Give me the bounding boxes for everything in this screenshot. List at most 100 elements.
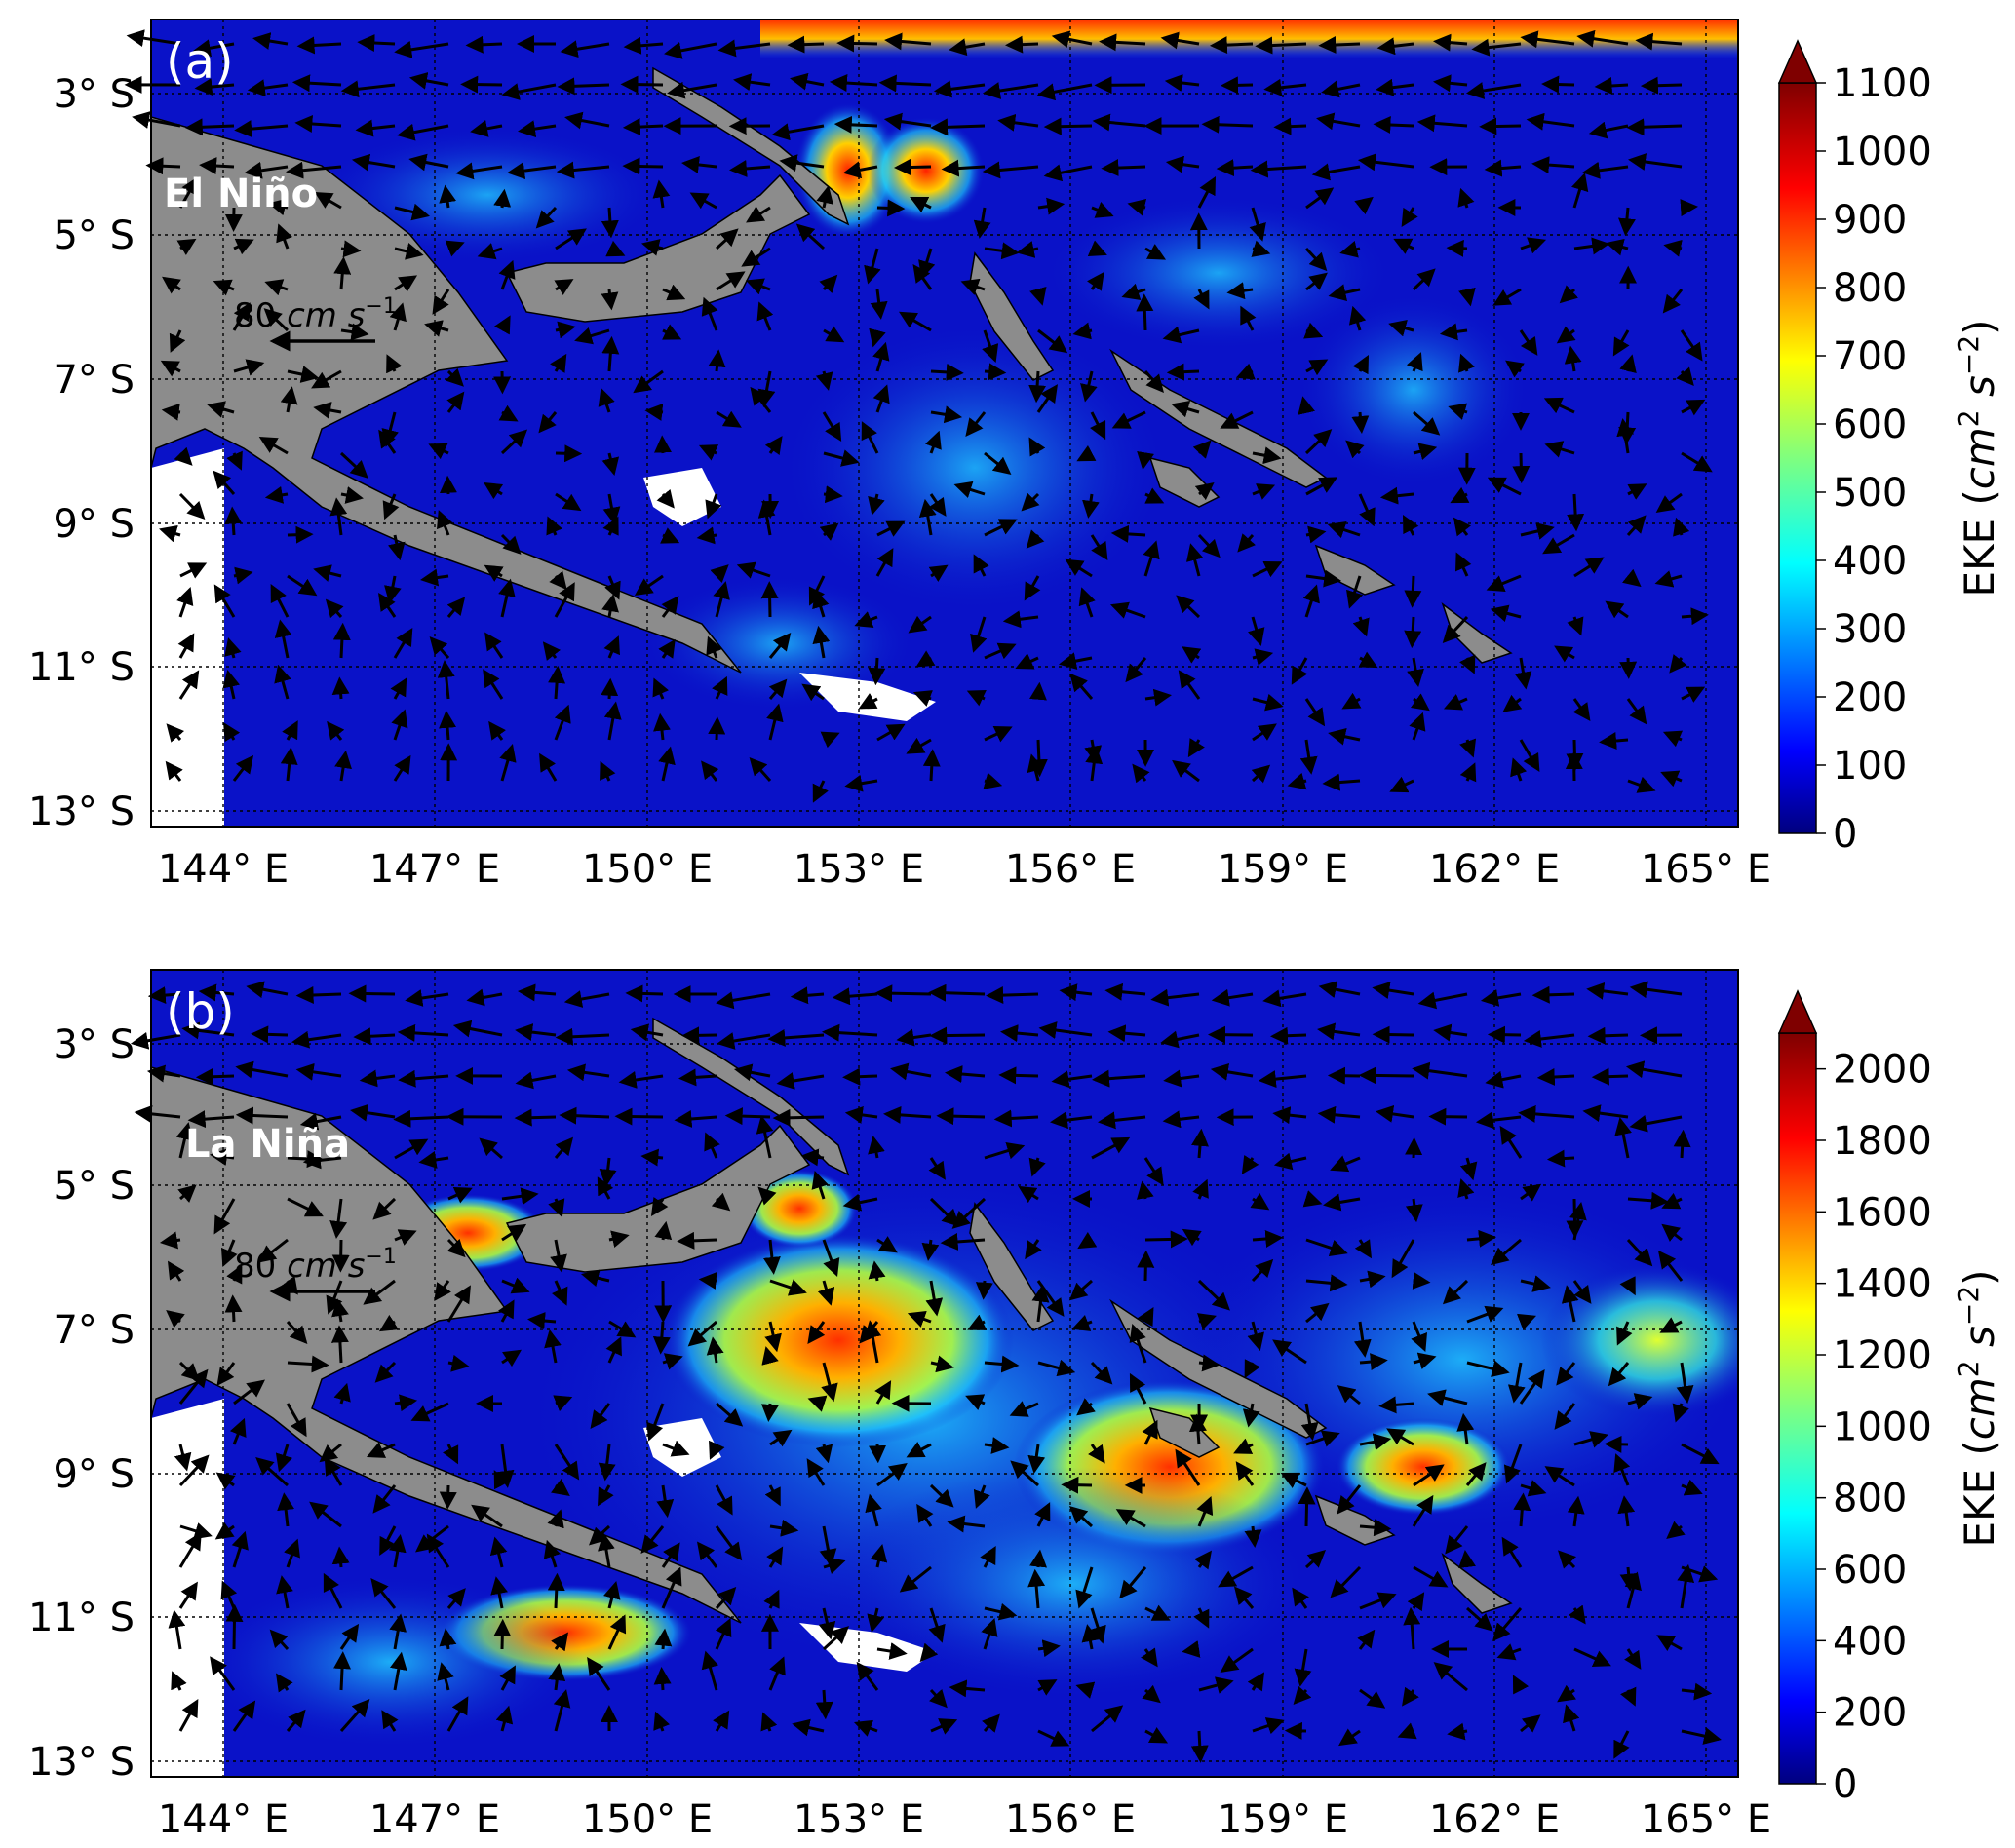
current-vector-arrow — [340, 679, 342, 699]
current-vector-arrow — [562, 1115, 609, 1117]
panel-a-figure: 80 cm s−1 (a) El Niño 3° S 5° S 7° S 9° … — [0, 0, 2015, 916]
svg-text:9° S: 9° S — [53, 1452, 135, 1497]
colorbar-tick-label: 1000 — [1833, 130, 1932, 174]
current-vector-arrow — [1595, 1076, 1628, 1077]
current-vector-arrow — [288, 534, 311, 535]
current-vector-arrow — [804, 1156, 825, 1158]
colorbar-tick-label: 900 — [1833, 198, 1907, 243]
svg-text:150° E: 150° E — [582, 1797, 713, 1842]
panel-tag-a: (a) — [166, 33, 234, 90]
current-vector-arrow — [662, 438, 663, 453]
current-vector-arrow — [931, 371, 961, 373]
current-vector-arrow — [1412, 617, 1414, 645]
current-vector-arrow — [702, 1280, 717, 1281]
current-vector-arrow — [1253, 1526, 1255, 1545]
current-vector-arrow — [1273, 1035, 1306, 1036]
current-vector-arrow — [824, 1690, 826, 1716]
current-vector-arrow — [232, 510, 234, 536]
current-vector-arrow — [1535, 994, 1574, 995]
current-vector-arrow — [299, 994, 341, 996]
current-vector-arrow — [1491, 1034, 1521, 1035]
svg-text:7° S: 7° S — [53, 358, 135, 403]
current-vector-arrow — [556, 453, 579, 454]
svg-text:159° E: 159° E — [1218, 1797, 1348, 1842]
svg-text:9° S: 9° S — [53, 502, 135, 547]
current-vector-arrow — [239, 1115, 288, 1117]
current-vector-arrow — [985, 371, 1003, 372]
current-vector-arrow — [1450, 248, 1468, 249]
panel-la-nina: 80 cm s−1 (b) La Niña 3° S 5° S 7° S 9° … — [0, 950, 2015, 1844]
svg-text:159° E: 159° E — [1218, 847, 1348, 892]
current-vector-arrow — [1047, 126, 1092, 127]
current-vector-arrow — [1199, 1731, 1201, 1760]
current-vector-arrow — [932, 1035, 985, 1036]
enso-label-b: La Niña — [185, 1122, 350, 1167]
current-vector-arrow — [1550, 1158, 1574, 1159]
current-vector-arrow — [1644, 85, 1682, 86]
current-vector-arrow — [626, 126, 663, 128]
current-vector-arrow — [1253, 1238, 1280, 1240]
colorbar-tick-label: 300 — [1833, 607, 1907, 652]
current-vector-arrow — [897, 167, 931, 168]
colorbar-tick-label: 500 — [1833, 471, 1907, 516]
svg-text:156° E: 156° E — [1005, 1797, 1136, 1842]
current-vector-arrow — [717, 352, 718, 371]
colorbar-tick-label: 200 — [1833, 1691, 1907, 1736]
current-vector-arrow — [845, 1076, 877, 1077]
current-vector-arrow — [188, 126, 234, 128]
colorbar-tick-label: 100 — [1833, 744, 1907, 789]
current-vector-arrow — [341, 1654, 343, 1690]
current-vector-arrow — [165, 410, 180, 412]
svg-text:7° S: 7° S — [53, 1308, 135, 1353]
colorbar-tick-label: 1400 — [1833, 1262, 1932, 1307]
current-vector-arrow — [1276, 126, 1306, 127]
current-vector-arrow — [1521, 453, 1522, 481]
current-vector-arrow — [339, 1550, 341, 1568]
current-vector-arrow — [233, 1297, 234, 1322]
current-vector-arrow — [351, 993, 395, 994]
current-vector-arrow — [624, 84, 664, 85]
current-vector-arrow — [341, 249, 359, 250]
current-vector-arrow — [1376, 124, 1414, 126]
current-vector-arrow — [679, 1240, 717, 1241]
svg-text:162° E: 162° E — [1429, 847, 1560, 892]
current-vector-arrow — [728, 1116, 770, 1117]
current-vector-arrow — [1321, 44, 1360, 46]
current-vector-arrow — [1008, 44, 1038, 45]
current-vector-arrow — [463, 84, 502, 85]
current-vector-arrow — [1630, 126, 1683, 128]
current-vector-arrow — [1144, 296, 1145, 330]
current-vector-arrow — [1199, 1363, 1218, 1365]
current-vector-arrow — [556, 669, 558, 699]
svg-text:153° E: 153° E — [794, 847, 924, 892]
current-vector-arrow — [356, 1035, 395, 1037]
current-vector-arrow — [790, 44, 824, 45]
svg-text:144° E: 144° E — [158, 847, 289, 892]
current-vector-arrow — [360, 42, 395, 44]
svg-text:156° E: 156° E — [1005, 847, 1136, 892]
current-vector-arrow — [1682, 207, 1695, 208]
colorbar-tick-label: 0 — [1833, 1762, 1857, 1807]
colorbar-tick-label: 1000 — [1833, 1405, 1932, 1449]
colorbar-tick-label: 1100 — [1833, 61, 1932, 106]
svg-text:153° E: 153° E — [794, 1797, 924, 1842]
current-vector-arrow — [1223, 85, 1253, 86]
current-vector-arrow — [1376, 1034, 1414, 1035]
current-vector-arrow — [199, 1076, 234, 1077]
current-vector-arrow — [1170, 371, 1199, 372]
current-vector-arrow — [1213, 44, 1253, 46]
current-vector-arrow — [1038, 685, 1039, 699]
current-vector-arrow — [1001, 1075, 1038, 1076]
svg-text:13° S: 13° S — [28, 789, 135, 834]
colorbar-tick-label: 800 — [1833, 266, 1907, 311]
lat-labels-b: 3° S 5° S 7° S 9° S 11° S 13° S — [28, 1022, 135, 1785]
current-vector-arrow — [939, 1116, 985, 1117]
current-vector-arrow — [769, 584, 770, 617]
enso-label-a: El Niño — [164, 172, 318, 216]
current-vector-arrow — [684, 1035, 717, 1036]
current-vector-arrow — [1220, 167, 1253, 169]
current-vector-arrow — [931, 751, 933, 781]
current-vector-arrow — [984, 1281, 985, 1297]
